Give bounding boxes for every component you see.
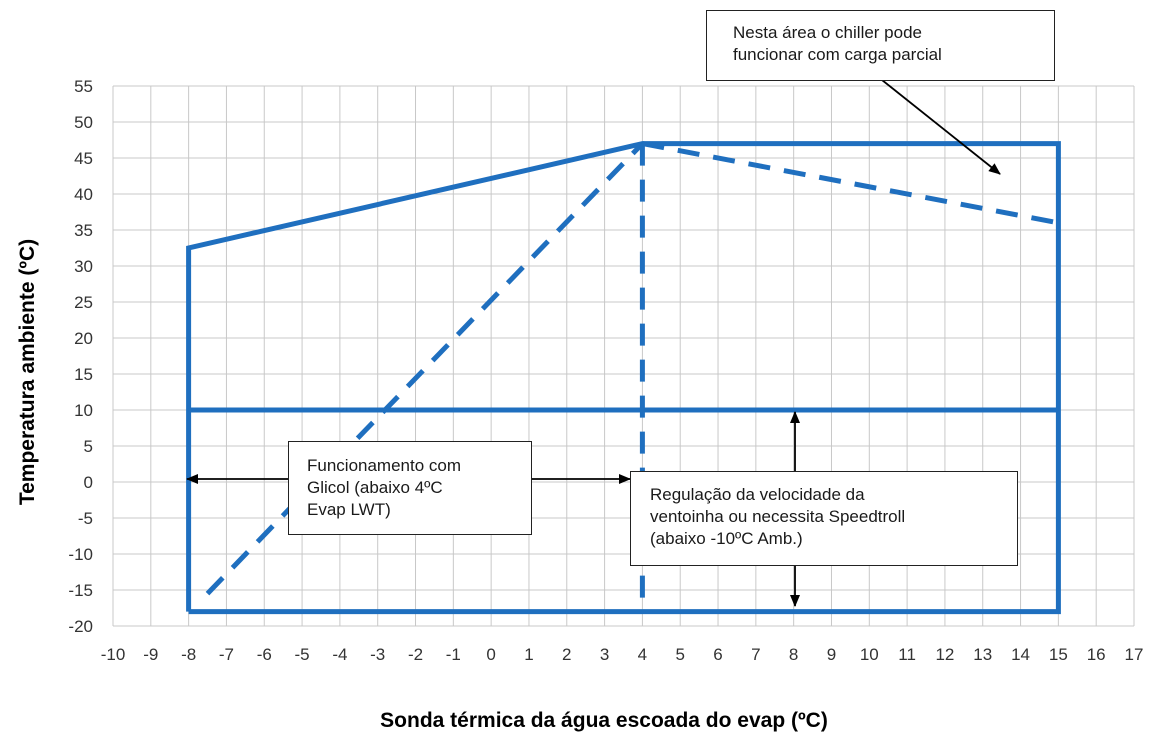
x-tick-label: 7 bbox=[751, 645, 760, 664]
dashed-boundary-line-4 bbox=[641, 141, 1059, 226]
x-tick-label: 0 bbox=[486, 645, 495, 664]
y-tick-label: -10 bbox=[68, 545, 93, 564]
x-tick-label: -6 bbox=[257, 645, 272, 664]
annotation-line: Regulação da velocidade da bbox=[650, 485, 865, 504]
x-tick-label: -2 bbox=[408, 645, 423, 664]
y-tick-label: 55 bbox=[74, 77, 93, 96]
x-tick-label: -3 bbox=[370, 645, 385, 664]
x-axis-ticks: -10 -9 -8 -7 -6 -5 -4 -3 -2 -1 0 1 2 3 4 5 6 7 8 9 10 11 12 13 1… bbox=[101, 645, 1144, 664]
x-tick-label: 10 bbox=[860, 645, 879, 664]
x-tick-label: 1 bbox=[524, 645, 533, 664]
y-tick-label: 50 bbox=[74, 113, 93, 132]
annotation-arrows bbox=[186, 79, 1001, 607]
annotation-glycol: Funcionamento com Glicol (abaixo 4ºC Eva… bbox=[288, 441, 532, 535]
y-tick-label: -20 bbox=[68, 617, 93, 636]
x-tick-label: 13 bbox=[973, 645, 992, 664]
x-tick-label: 12 bbox=[935, 645, 954, 664]
annotation-partial-load: Nesta área o chiller pode funcionar com … bbox=[706, 10, 1055, 81]
x-tick-label: 11 bbox=[898, 645, 916, 664]
x-tick-label: 16 bbox=[1087, 645, 1106, 664]
x-tick-label: 8 bbox=[789, 645, 798, 664]
y-tick-label: 40 bbox=[74, 185, 93, 204]
y-tick-label: -5 bbox=[78, 509, 93, 528]
y-tick-label: 5 bbox=[84, 437, 93, 456]
x-tick-label: -8 bbox=[181, 645, 196, 664]
x-tick-label: -4 bbox=[332, 645, 347, 664]
x-axis-title: Sonda térmica da água escoada do evap (º… bbox=[380, 709, 828, 732]
x-tick-label: -1 bbox=[446, 645, 461, 664]
x-tick-label: -7 bbox=[219, 645, 234, 664]
annotation-line: Evap LWT) bbox=[307, 500, 391, 519]
y-tick-label: 45 bbox=[74, 149, 93, 168]
y-tick-label: -15 bbox=[68, 581, 93, 600]
x-tick-label: -5 bbox=[295, 645, 310, 664]
y-tick-label: 25 bbox=[74, 293, 93, 312]
x-tick-label: 14 bbox=[1011, 645, 1030, 664]
x-tick-label: -10 bbox=[101, 645, 126, 664]
arrow-partial-load bbox=[881, 79, 1001, 175]
y-tick-label: 0 bbox=[84, 473, 93, 492]
y-tick-label: 35 bbox=[74, 221, 93, 240]
x-tick-label: 9 bbox=[827, 645, 836, 664]
y-tick-label: 15 bbox=[74, 365, 93, 384]
annotation-line: funcionar com carga parcial bbox=[733, 45, 942, 64]
y-tick-label: 30 bbox=[74, 257, 93, 276]
annotation-fan-speed: Regulação da velocidade da ventoinha ou … bbox=[630, 471, 1018, 566]
x-tick-label: 5 bbox=[675, 645, 684, 664]
y-axis-title: Temperatura ambiente (ºC) bbox=[16, 239, 39, 505]
x-tick-label: 3 bbox=[600, 645, 609, 664]
annotation-line: (abaixo -10ºC Amb.) bbox=[650, 529, 803, 548]
x-tick-label: 17 bbox=[1125, 645, 1144, 664]
y-tick-label: 20 bbox=[74, 329, 93, 348]
series-group bbox=[186, 141, 1061, 615]
annotation-line: ventoinha ou necessita Speedtroll bbox=[650, 507, 906, 526]
x-tick-label: 4 bbox=[638, 645, 647, 664]
annotation-line: Funcionamento com bbox=[307, 456, 462, 475]
x-tick-label: -9 bbox=[143, 645, 158, 664]
annotation-line: Glicol (abaixo 4ºC bbox=[307, 478, 443, 497]
annotation-line: Nesta área o chiller pode bbox=[733, 23, 923, 42]
x-tick-label: 6 bbox=[713, 645, 722, 664]
dashed-boundary-line-2 bbox=[205, 141, 645, 596]
x-tick-label: 15 bbox=[1049, 645, 1068, 664]
y-tick-label: 10 bbox=[74, 401, 93, 420]
x-tick-label: 2 bbox=[562, 645, 571, 664]
envelope-line-0 bbox=[186, 141, 1061, 615]
